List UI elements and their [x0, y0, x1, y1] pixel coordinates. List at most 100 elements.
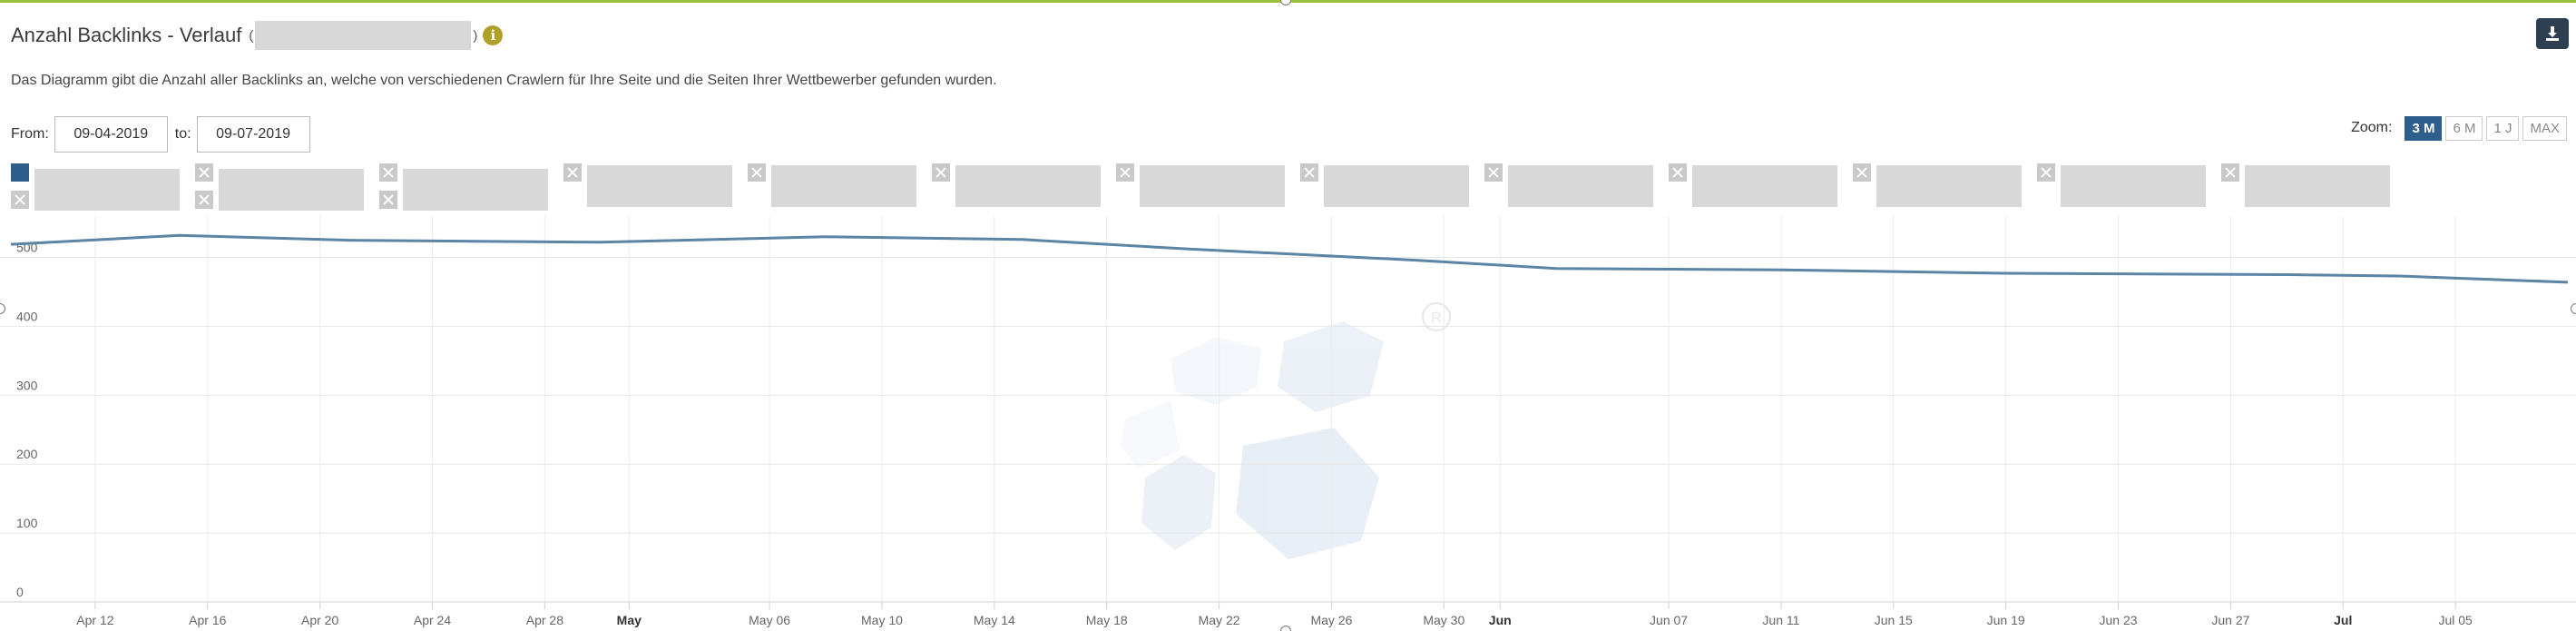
legend-item[interactable]	[748, 163, 925, 214]
legend-item[interactable]	[379, 163, 556, 214]
x-tick-label: Jun 15	[1875, 613, 1913, 627]
legend-toggle-icon[interactable]	[748, 163, 766, 182]
legend-item[interactable]	[1484, 163, 1661, 214]
redacted-legend-label	[1508, 165, 1653, 207]
x-tick-label: May 30	[1423, 613, 1464, 627]
y-tick-label: 400	[16, 309, 38, 323]
zoom-controls: Zoom: 3 M 6 M 1 J MAX	[2351, 115, 2567, 141]
from-label: From:	[11, 126, 49, 142]
legend-toggle-icon[interactable]	[1300, 163, 1318, 182]
x-tick-label: Jun 27	[2211, 613, 2249, 627]
x-tick-label: Jun 23	[2100, 613, 2138, 627]
redacted-legend-label	[1324, 165, 1469, 207]
legend-toggle-icon[interactable]	[563, 163, 582, 182]
x-tick-label: May 18	[1086, 613, 1128, 627]
x-tick-label: May 10	[861, 613, 903, 627]
legend-toggle-icon[interactable]	[2221, 163, 2239, 182]
x-tick-label: Apr 16	[189, 613, 226, 627]
legend-toggle-icon[interactable]	[2037, 163, 2055, 182]
chart-legend	[11, 163, 2552, 214]
legend-toggle-icon[interactable]	[195, 163, 213, 182]
info-icon[interactable]: i	[483, 25, 504, 45]
x-tick-label: May 06	[749, 613, 790, 627]
zoom-label: Zoom:	[2351, 120, 2393, 135]
redacted-legend-label	[1692, 165, 1837, 207]
from-date-input[interactable]	[54, 116, 168, 153]
redacted-legend-label	[219, 169, 364, 211]
redacted-legend-label	[955, 165, 1101, 207]
x-tick-label: Jun 19	[1987, 613, 2025, 627]
to-date-input[interactable]	[196, 116, 310, 153]
x-tick-label: Apr 28	[526, 613, 563, 627]
zoom-6m-button[interactable]: 6 M	[2445, 115, 2483, 141]
bottom-resize-handle[interactable]	[1280, 626, 1291, 631]
redacted-legend-label	[771, 165, 916, 207]
legend-item[interactable]	[2037, 163, 2214, 214]
chart-description: Das Diagramm gibt die Anzahl aller Backl…	[11, 73, 997, 88]
legend-item[interactable]	[11, 163, 188, 214]
x-tick-label: Jul 05	[2438, 613, 2473, 627]
x-tick-label: May	[617, 613, 642, 627]
legend-active-swatch[interactable]	[11, 163, 29, 182]
redacted-domain	[255, 21, 472, 50]
y-tick-label: 200	[16, 447, 38, 461]
legend-toggle-icon[interactable]	[1853, 163, 1871, 182]
title-open-paren: (	[249, 27, 254, 44]
zoom-3m-button[interactable]: 3 M	[2405, 115, 2443, 141]
top-resize-handle[interactable]	[1280, 0, 1291, 5]
legend-toggle-icon[interactable]	[11, 191, 29, 209]
svg-text:R: R	[1431, 311, 1442, 326]
x-tick-label: Apr 20	[301, 613, 338, 627]
x-tick-label: Apr 24	[414, 613, 451, 627]
registered-logo-watermark: R	[1121, 302, 1451, 559]
x-tick-label: May 26	[1310, 613, 1352, 627]
legend-toggle-icon[interactable]	[1669, 163, 1687, 182]
legend-toggle-icon[interactable]	[379, 191, 397, 209]
legend-toggle-icon[interactable]	[379, 163, 397, 182]
legend-item[interactable]	[2221, 163, 2398, 214]
series-layer	[10, 233, 2569, 284]
legend-toggle-icon[interactable]	[1484, 163, 1503, 182]
x-tick-label: Jun	[1489, 613, 1512, 627]
right-resize-handle[interactable]	[2571, 303, 2576, 314]
legend-item[interactable]	[195, 163, 372, 214]
legend-item[interactable]	[1853, 163, 2030, 214]
legend-item[interactable]	[1300, 163, 1477, 214]
legend-toggle-icon[interactable]	[932, 163, 950, 182]
legend-toggle-icon[interactable]	[195, 191, 213, 209]
chart-header: Anzahl Backlinks - Verlauf ( ) i	[11, 20, 504, 51]
x-tick-label: May 22	[1199, 613, 1240, 627]
redacted-legend-label	[34, 169, 180, 211]
chart-title: Anzahl Backlinks - Verlauf	[11, 24, 242, 46]
legend-item[interactable]	[1116, 163, 1293, 214]
y-tick-label: 0	[16, 585, 24, 599]
to-label: to:	[174, 126, 191, 142]
download-icon	[2546, 26, 2559, 41]
redacted-legend-label	[403, 169, 548, 211]
x-tick-label: Apr 12	[76, 613, 113, 627]
x-tick-label: May 14	[974, 613, 1015, 627]
x-axis: Apr 12 Apr 16 Apr 20 Apr 24 Apr 28 May May 06 M…	[76, 602, 2473, 627]
legend-toggle-icon[interactable]	[1116, 163, 1134, 182]
title-close-paren: )	[473, 27, 478, 44]
redacted-legend-label	[2245, 165, 2390, 207]
x-tick-label: Jun 07	[1650, 613, 1688, 627]
legend-item[interactable]	[563, 163, 740, 214]
redacted-legend-label	[1876, 165, 2022, 207]
series-line	[10, 233, 2569, 284]
y-tick-label: 100	[16, 516, 38, 530]
download-button[interactable]	[2536, 18, 2569, 49]
x-tick-label: Jun 11	[1762, 613, 1799, 627]
redacted-legend-label	[2061, 165, 2206, 207]
date-range: From: to:	[11, 115, 318, 153]
legend-item[interactable]	[932, 163, 1109, 214]
zoom-1j-button[interactable]: 1 J	[2486, 115, 2520, 141]
legend-item[interactable]	[1669, 163, 1846, 214]
x-tick-label: Jul	[2334, 613, 2352, 627]
zoom-max-button[interactable]: MAX	[2522, 115, 2567, 141]
chart-grid	[0, 216, 2576, 603]
y-tick-label: 300	[16, 378, 38, 392]
redacted-legend-label	[587, 165, 732, 207]
